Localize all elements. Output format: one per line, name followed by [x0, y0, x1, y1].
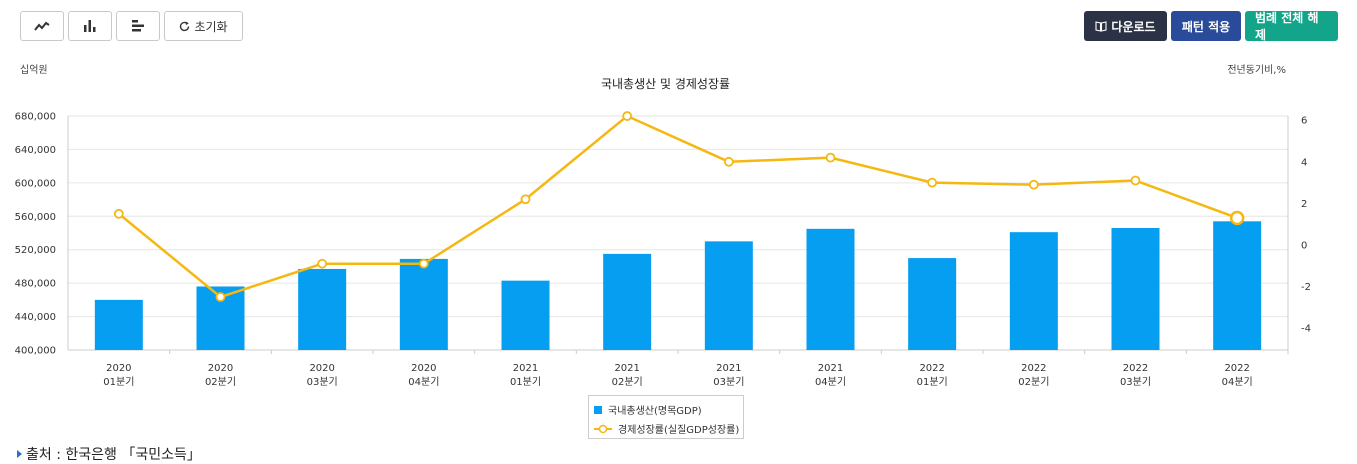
y-tick-label-left: 600,000 — [15, 178, 56, 189]
growth-point — [825, 152, 836, 163]
x-tick-label-year: 2021 — [818, 363, 843, 374]
x-tick-label-year: 2022 — [1123, 363, 1148, 374]
x-tick-label-quarter: 03분기 — [713, 376, 744, 388]
horizontal-bar-chart-icon — [132, 20, 144, 32]
source-note: 출처 : 한국은행 「국민소득」 — [17, 444, 201, 464]
right-axis-unit: 전년동기비,% — [1227, 65, 1286, 76]
reset-button[interactable]: 초기화 — [164, 11, 243, 41]
apply-pattern-label: 패턴 적용 — [1181, 19, 1231, 34]
source-text: 출처 : 한국은행 「국민소득」 — [26, 447, 201, 463]
gdp-bar — [1009, 232, 1058, 350]
x-tick-label-year: 2022 — [1021, 363, 1046, 374]
action-toolbar: 다운로드 패턴 적용 범례 전체 해제 — [1084, 11, 1338, 42]
gdp-bar — [704, 241, 753, 350]
gdp-bar — [806, 228, 855, 350]
x-tick-label-quarter: 01분기 — [103, 376, 134, 388]
gdp-bar — [399, 258, 448, 350]
y-tick-label-left: 480,000 — [15, 279, 56, 290]
y-tick-label-left: 440,000 — [15, 312, 56, 323]
growth-point — [215, 292, 226, 302]
gdp-bar — [1213, 221, 1262, 350]
x-tick-label-quarter: 01분기 — [917, 376, 948, 388]
growth-point — [317, 258, 328, 269]
legend-label-gdp: 국내총생산(명목GDP) — [608, 406, 702, 417]
gdp-bar — [603, 253, 652, 350]
y-tick-label-right: -2 — [1301, 282, 1311, 293]
growth-point — [622, 111, 633, 121]
gdp-bar — [298, 268, 347, 350]
x-tick-label-year: 2022 — [1224, 363, 1249, 374]
x-tick-label-quarter: 03분기 — [1120, 376, 1151, 388]
legend-line-swatch — [594, 424, 612, 434]
x-tick-label-quarter: 01분기 — [510, 376, 541, 388]
growth-point — [113, 208, 124, 219]
line-chart-icon — [34, 21, 50, 31]
x-tick-label-year: 2021 — [513, 363, 538, 374]
x-tick-label-year: 2020 — [106, 363, 131, 374]
chart-type-toolbar: 초기화 — [20, 11, 243, 41]
y-tick-label-left: 640,000 — [15, 145, 56, 156]
chart-legend: 국내총생산(명목GDP) 경제성장률(실질GDP성장률) — [588, 395, 744, 439]
download-button[interactable]: 다운로드 — [1084, 11, 1167, 41]
growth-point — [1028, 179, 1039, 190]
growth-point — [520, 194, 531, 205]
bar-chart-icon — [84, 20, 96, 32]
growth-point — [927, 177, 938, 188]
horizontal-bar-chart-button[interactable] — [116, 11, 160, 41]
gdp-bar — [94, 299, 143, 350]
x-tick-label-year: 2022 — [919, 363, 944, 374]
x-tick-label-year: 2020 — [309, 363, 334, 374]
x-tick-label-year: 2021 — [716, 363, 741, 374]
legend-item-growth[interactable]: 경제성장률(실질GDP성장률) — [594, 421, 739, 436]
x-tick-label-quarter: 02분기 — [1018, 376, 1049, 388]
reset-label: 초기화 — [194, 19, 228, 34]
bar-chart-button[interactable] — [68, 11, 112, 41]
x-tick-label-year: 2020 — [208, 363, 233, 374]
line-chart-button[interactable] — [20, 11, 64, 41]
combo-chart: 680,000 640,000 600,000 560,000 520,000 480,0… — [15, 111, 1311, 388]
bullet-icon — [17, 450, 22, 458]
gdp-bar — [908, 258, 957, 350]
y-tick-label-right: 2 — [1301, 199, 1307, 210]
y-tick-label-left: 680,000 — [15, 112, 56, 123]
growth-point — [723, 156, 734, 167]
x-tick-label-year: 2021 — [614, 363, 639, 374]
y-tick-label-right: 0 — [1301, 241, 1307, 252]
book-icon — [1095, 21, 1107, 32]
release-legend-label: 범례 전체 해제 — [1255, 11, 1319, 42]
y-tick-label-right: 4 — [1301, 157, 1307, 168]
x-tick-label-quarter: 04분기 — [1222, 376, 1253, 388]
y-tick-label-right: -4 — [1301, 324, 1311, 335]
apply-pattern-button[interactable]: 패턴 적용 — [1171, 11, 1241, 41]
chart-title: 국내총생산 및 경제성장률 — [600, 77, 731, 91]
growth-point — [418, 258, 429, 269]
y-tick-label-right: 6 — [1301, 116, 1307, 127]
x-tick-label-quarter: 03분기 — [307, 376, 338, 388]
y-tick-label-left: 560,000 — [15, 212, 56, 223]
x-tick-label-quarter: 02분기 — [612, 376, 643, 388]
left-axis-unit: 십억원 — [20, 65, 48, 76]
gdp-bar — [501, 280, 550, 350]
y-tick-label-left: 520,000 — [15, 245, 56, 256]
release-legend-button[interactable]: 범례 전체 해제 — [1245, 11, 1338, 42]
x-tick-label-quarter: 04분기 — [815, 376, 846, 388]
x-tick-label-quarter: 02분기 — [205, 376, 236, 388]
x-tick-label-year: 2020 — [411, 363, 436, 374]
legend-item-gdp[interactable]: 국내총생산(명목GDP) — [594, 402, 702, 417]
x-tick-label-quarter: 04분기 — [408, 376, 439, 388]
download-label: 다운로드 — [1111, 19, 1156, 34]
growth-point — [1130, 175, 1141, 186]
growth-line — [118, 114, 1238, 299]
legend-bar-swatch — [594, 405, 602, 414]
gdp-bar — [1111, 227, 1160, 350]
legend-label-growth: 경제성장률(실질GDP성장률) — [618, 425, 740, 436]
refresh-icon — [180, 21, 190, 31]
y-tick-label-left: 400,000 — [15, 346, 56, 357]
growth-point — [1229, 210, 1245, 226]
